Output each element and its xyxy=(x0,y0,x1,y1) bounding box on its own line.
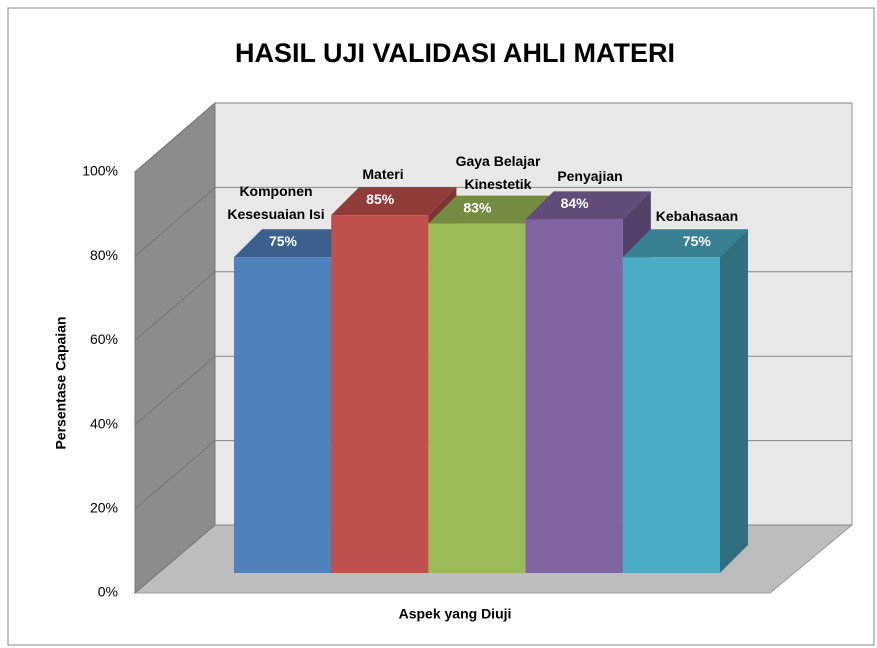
chart-title: HASIL UJI VALIDASI AHLI MATERI xyxy=(235,38,675,68)
value-label: 85% xyxy=(366,191,395,207)
bar xyxy=(428,223,526,573)
y-tick-label: 0% xyxy=(98,584,118,600)
y-axis-title: Persentase Capaian xyxy=(53,316,69,449)
value-label: 84% xyxy=(561,195,590,211)
bar-top xyxy=(331,187,457,216)
y-tick-label: 60% xyxy=(90,331,118,347)
category-label: Kebahasaan xyxy=(655,208,739,224)
value-label: 83% xyxy=(463,199,492,215)
x-axis-title: Aspek yang Diuji xyxy=(399,606,512,622)
bar xyxy=(331,215,429,573)
value-label: 75% xyxy=(683,233,712,249)
bar-top-shade xyxy=(622,229,748,258)
bar-top-shade xyxy=(331,187,457,216)
y-tick-label: 20% xyxy=(90,500,118,516)
grid-line-side xyxy=(134,187,216,257)
category-label: Penyajian xyxy=(557,168,623,184)
y-tick-label: 100% xyxy=(82,163,118,179)
bar-top xyxy=(525,191,651,220)
side-wall xyxy=(134,101,216,595)
bar xyxy=(622,257,720,573)
bar-side xyxy=(720,229,748,573)
grid-line-side xyxy=(134,271,216,341)
bar-top-shade xyxy=(428,195,554,224)
bar-top xyxy=(234,229,360,258)
grid-line-side xyxy=(134,440,216,510)
bar xyxy=(234,257,332,573)
category-label: Komponen Kesesuaian Isi xyxy=(227,183,325,222)
bar-top-shade xyxy=(234,229,360,258)
value-label: 75% xyxy=(269,233,298,249)
bar-top-shade xyxy=(525,191,651,220)
y-tick-label: 40% xyxy=(90,415,118,431)
grid-line-side xyxy=(134,355,216,425)
bar xyxy=(525,219,623,574)
category-label: Materi xyxy=(362,166,404,182)
y-tick-label: 80% xyxy=(90,247,118,263)
bars: 75% 85% 83% 84% 75% xyxy=(234,187,748,574)
bar-side-shade xyxy=(720,229,748,573)
grid-line-side xyxy=(134,524,216,594)
bar-top xyxy=(622,229,748,258)
bar-top xyxy=(428,195,554,224)
grid-line-side xyxy=(134,102,216,173)
category-label: Gaya Belajar Kinestetik xyxy=(455,153,541,192)
